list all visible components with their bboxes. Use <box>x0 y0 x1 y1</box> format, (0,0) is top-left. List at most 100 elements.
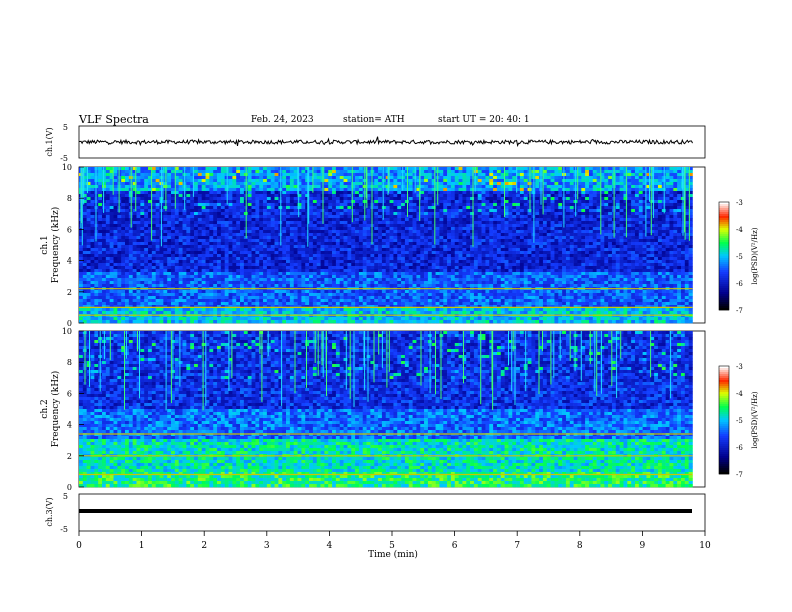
spectrogram-cell <box>209 239 214 243</box>
spectrogram-cell <box>105 233 110 237</box>
spectrogram-cell <box>401 236 406 240</box>
spectrogram-cell <box>301 209 306 213</box>
spectrogram-cell <box>389 251 394 255</box>
spectrogram-cell <box>623 206 628 210</box>
spectrogram-cell <box>144 230 149 234</box>
spectrogram-cell <box>397 230 402 234</box>
spectrogram-cell <box>642 170 647 174</box>
spectrogram-cell <box>98 239 103 243</box>
spectrogram-cell <box>592 257 597 261</box>
spectrogram-cell <box>500 236 505 240</box>
spectrogram-cell <box>347 218 352 222</box>
spectrogram-cell <box>155 173 160 177</box>
spectrogram-cell <box>320 227 325 231</box>
spectrogram-cell <box>493 209 498 213</box>
spectrogram-cell <box>86 239 91 243</box>
spectrogram-cell <box>86 167 91 171</box>
spectrogram-cell <box>224 212 229 216</box>
spectrogram-cell <box>393 203 398 207</box>
spectrogram-cell <box>220 239 225 243</box>
spectrogram-cell <box>558 248 563 252</box>
spectrogram-cell <box>466 206 471 210</box>
spectrogram-cell <box>358 218 364 222</box>
spectrogram-cell <box>673 209 678 213</box>
spectrogram-cell <box>512 191 517 195</box>
spectrogram-cell <box>431 215 436 219</box>
spectrogram-cell <box>105 218 110 222</box>
spectrogram-cell <box>439 224 444 228</box>
spectrogram-cell <box>312 206 318 210</box>
spectrogram-cell <box>105 191 110 195</box>
spectrogram-cell <box>113 209 118 213</box>
spectrogram-cell <box>650 242 655 246</box>
spectrogram-cell <box>355 182 360 186</box>
spectrogram-cell <box>82 197 87 201</box>
spectrogram-cell <box>125 233 130 237</box>
spectrogram-cell <box>592 230 597 234</box>
spectrogram-cell <box>554 203 559 207</box>
spectrogram-cell <box>542 176 548 180</box>
spectrogram-cell <box>470 251 475 255</box>
spectrogram-cell <box>565 257 571 261</box>
spectrogram-cell <box>443 179 448 183</box>
spectrogram-cell <box>374 230 379 234</box>
spectrogram-cell <box>102 242 107 246</box>
spectrogram-cell <box>259 221 264 225</box>
spectrogram-cell <box>592 212 597 216</box>
spectrogram-cell <box>381 200 387 204</box>
spectrogram-cell <box>623 233 628 237</box>
spectrogram-cell <box>493 197 498 201</box>
spectrogram-cell <box>646 206 651 210</box>
spectrogram-cell <box>542 197 548 201</box>
spectrogram-cell <box>378 209 383 213</box>
spectrogram-cell <box>427 227 433 231</box>
spectrogram-cell <box>82 227 87 231</box>
spectrogram-cell <box>539 245 544 249</box>
spectrogram-cell <box>293 194 298 198</box>
spectrogram-cell <box>167 221 172 225</box>
spectrogram-cell <box>450 170 456 174</box>
spectrogram-cell <box>688 221 693 225</box>
spectrogram-cell <box>251 206 256 210</box>
spectrogram-cell <box>289 221 295 225</box>
spectrogram-cell <box>274 206 279 210</box>
spectrogram-cell <box>558 176 563 180</box>
spectrogram-cell <box>190 221 195 225</box>
spectrogram-cell <box>98 215 103 219</box>
spectrogram-cell <box>186 254 191 258</box>
spectrogram-cell <box>236 191 241 195</box>
spectrogram-cell <box>397 173 402 177</box>
spectrogram-cell <box>650 245 655 249</box>
spectrogram-cell <box>642 239 647 243</box>
spectrogram-cell <box>661 236 666 240</box>
spectrogram-cell <box>420 188 425 192</box>
spectrogram-cell <box>470 215 475 219</box>
spectrogram-cell <box>677 233 682 237</box>
spectrogram-cell <box>619 254 624 258</box>
spectrogram-cell <box>608 236 613 240</box>
spectrogram-cell <box>404 167 410 171</box>
spectrogram-cell <box>627 218 632 222</box>
spectrogram-cell <box>98 194 103 198</box>
spectrogram-cell <box>585 212 590 216</box>
spectrogram-cell <box>638 239 643 243</box>
spectrogram-cell <box>408 248 413 252</box>
spectrogram-cell <box>447 218 452 222</box>
spectrogram-cell <box>470 170 475 174</box>
spectrogram-cell <box>646 209 651 213</box>
spectrogram-cell <box>558 242 563 246</box>
spectrogram-cell <box>408 194 413 198</box>
spectrogram-cell <box>266 245 272 249</box>
spectrogram-cell <box>178 242 183 246</box>
spectrogram-cell <box>669 188 674 192</box>
spectrogram-cell <box>190 170 195 174</box>
spectrogram-cell <box>489 176 494 180</box>
spectrogram-cell <box>646 233 651 237</box>
spectrogram-cell <box>447 182 452 186</box>
spectrogram-cell <box>588 224 594 228</box>
spectrogram-cell <box>378 188 383 192</box>
spectrogram-cell <box>439 203 444 207</box>
spectrogram-cell <box>259 245 264 249</box>
spectrogram-cell <box>121 236 126 240</box>
spectrogram-cell <box>493 206 498 210</box>
